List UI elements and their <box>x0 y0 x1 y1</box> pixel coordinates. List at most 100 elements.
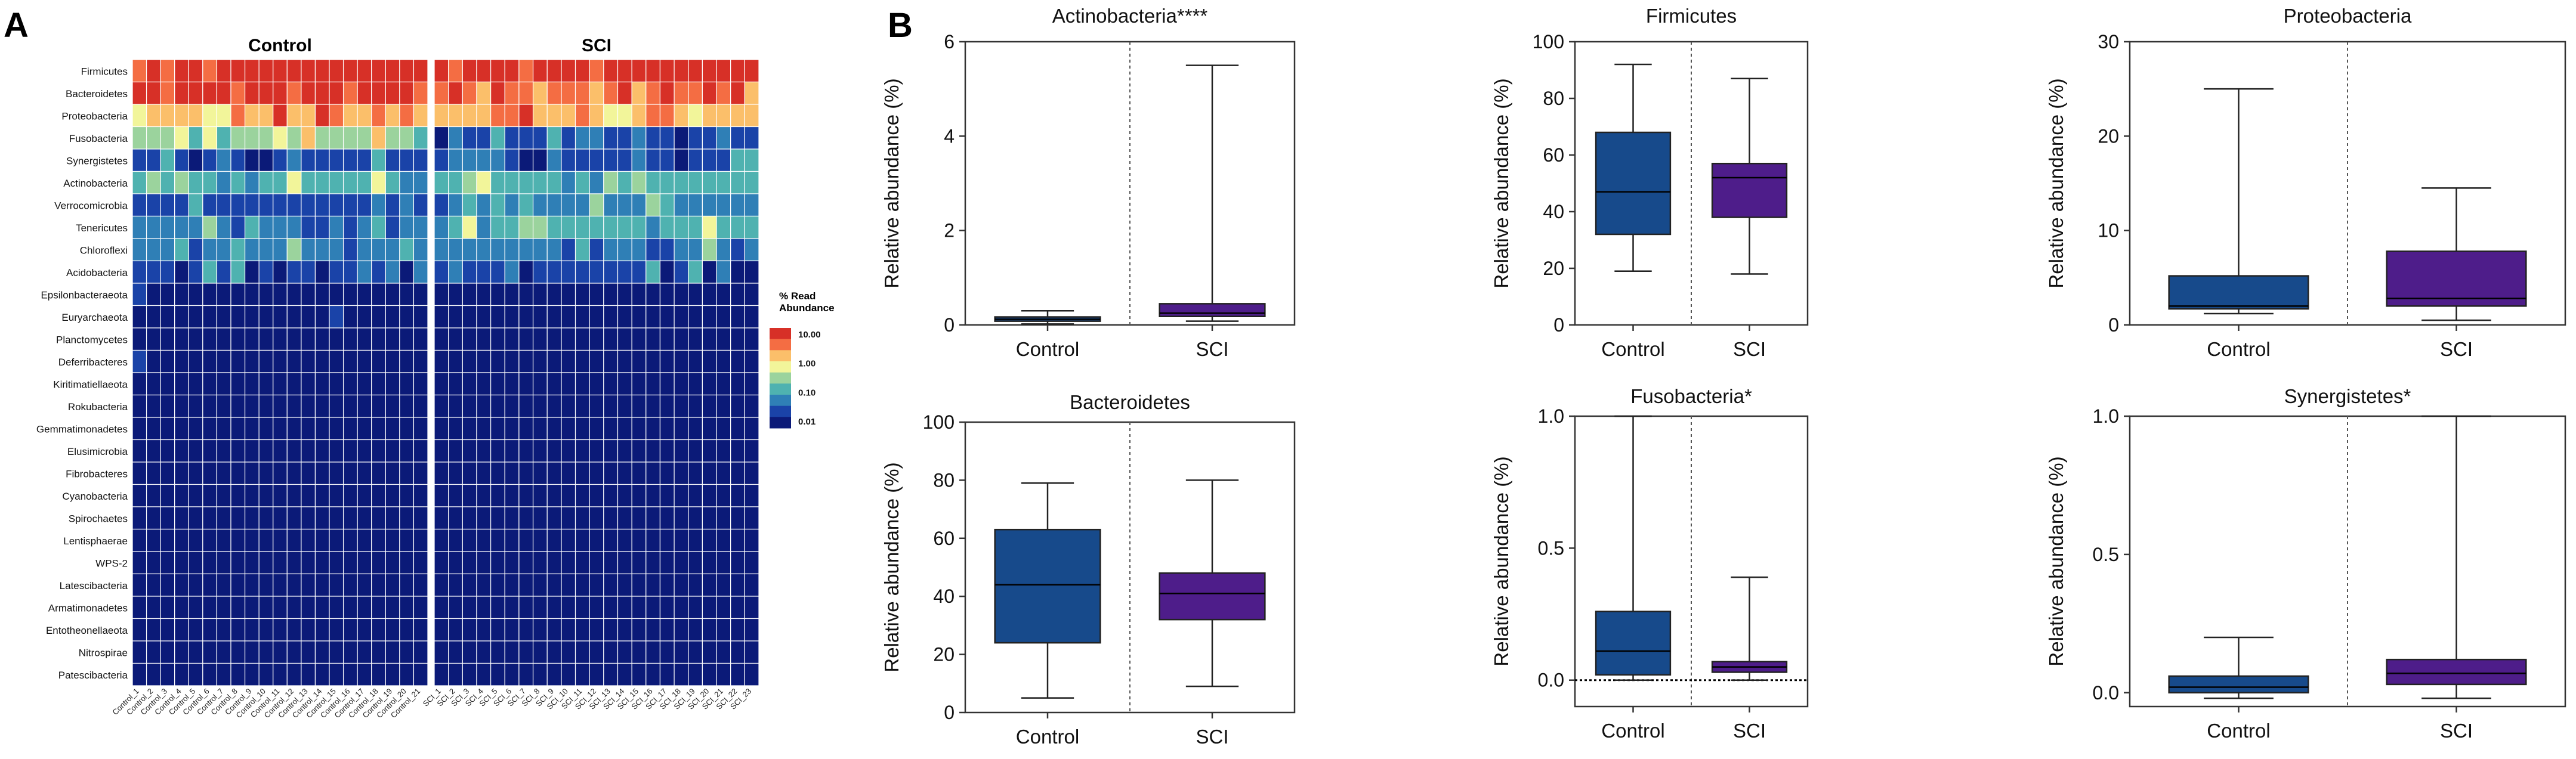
heatmap-cell <box>603 506 619 530</box>
heatmap-cell <box>462 126 477 150</box>
heatmap-cell <box>518 148 534 172</box>
heatmap-cell <box>448 215 463 239</box>
heatmap-cell <box>532 618 548 642</box>
heatmap-cell <box>674 461 689 485</box>
x-tick-label: Control <box>1601 720 1664 742</box>
heatmap-cell <box>645 618 661 642</box>
heatmap-cell <box>216 215 231 239</box>
heatmap-cell <box>174 662 189 686</box>
legend-tick-label: 0.01 <box>798 417 816 427</box>
heatmap-cell <box>286 439 302 463</box>
heatmap-cell <box>462 349 477 373</box>
heatmap-cell <box>286 394 302 418</box>
heatmap-cell <box>744 126 759 150</box>
heatmap-cell <box>216 372 231 396</box>
heatmap-cell <box>561 215 576 239</box>
heatmap-cell <box>286 126 302 150</box>
heatmap-cell <box>314 305 330 329</box>
heatmap-cell <box>434 215 449 239</box>
heatmap-cell <box>286 596 302 619</box>
heatmap-cell <box>589 461 604 485</box>
heatmap-cell <box>702 305 717 329</box>
heatmap-cell <box>399 528 415 552</box>
heatmap-cell <box>286 662 302 686</box>
heatmap-cell <box>399 171 415 194</box>
heatmap-cell <box>314 283 330 306</box>
heatmap-cell <box>574 238 590 262</box>
heatmap-cell <box>132 484 147 507</box>
heatmap-cell <box>730 193 745 217</box>
heatmap-cell <box>132 394 147 418</box>
heatmap-cell <box>504 327 520 351</box>
heatmap-cell <box>462 573 477 597</box>
heatmap-cell <box>603 394 619 418</box>
heatmap-cell <box>546 171 562 194</box>
heatmap-cell <box>518 171 534 194</box>
heatmap-cell <box>490 596 505 619</box>
boxplot-5: Fusobacteria* Relative abundance (%) 0.0 0.… <box>1490 385 1809 742</box>
heatmap-cell <box>716 81 731 105</box>
heatmap-cell <box>744 662 759 686</box>
heatmap-cell <box>230 484 246 507</box>
heatmap-cell <box>448 171 463 194</box>
heatmap-cell <box>603 59 619 83</box>
heatmap-cell <box>546 305 562 329</box>
heatmap-cell <box>202 417 218 441</box>
heatmap-cell <box>659 193 675 217</box>
heatmap-row-label: Euryarchaeota <box>61 312 128 323</box>
heatmap-cell <box>216 640 231 664</box>
heatmap-cell <box>371 662 386 686</box>
heatmap-cell <box>645 417 661 441</box>
heatmap-cell <box>434 59 449 83</box>
heatmap-cell <box>518 260 534 284</box>
heatmap-cell <box>645 551 661 575</box>
heatmap-cell <box>674 193 689 217</box>
heatmap-cell <box>216 551 231 575</box>
heatmap-cell <box>174 439 189 463</box>
heatmap-cell <box>385 238 400 262</box>
heatmap-cell <box>371 528 386 552</box>
heatmap-cell <box>357 81 372 105</box>
heatmap-cell <box>674 305 689 329</box>
heatmap-cell <box>342 215 358 239</box>
heatmap-cell <box>476 283 492 306</box>
heatmap-cell <box>188 394 203 418</box>
heatmap-cell <box>413 349 428 373</box>
heatmap-cell <box>688 260 703 284</box>
heatmap-cell <box>132 260 147 284</box>
heatmap-cell <box>216 81 231 105</box>
heatmap-cell <box>518 596 534 619</box>
heatmap-cell <box>371 283 386 306</box>
heatmap-cell <box>329 439 344 463</box>
heatmap-cell <box>730 171 745 194</box>
heatmap-cell <box>688 238 703 262</box>
box-iqr <box>2168 275 2309 310</box>
heatmap-cell <box>490 305 505 329</box>
heatmap-cell <box>448 484 463 507</box>
heatmap-cell <box>146 327 161 351</box>
heatmap-cell <box>518 506 534 530</box>
heatmap-cell <box>413 238 428 262</box>
heatmap-cell <box>357 104 372 128</box>
heatmap-cell <box>314 640 330 664</box>
heatmap-cell <box>244 81 260 105</box>
heatmap-cell <box>645 171 661 194</box>
heatmap-cell <box>273 59 288 83</box>
heatmap-cell <box>702 484 717 507</box>
heatmap-cell <box>659 349 675 373</box>
heatmap-cell <box>434 305 449 329</box>
heatmap-cell <box>730 126 745 150</box>
legend-title: Abundance <box>779 302 835 314</box>
heatmap-cell <box>716 551 731 575</box>
heatmap-cell <box>645 327 661 351</box>
heatmap-cell <box>399 417 415 441</box>
heatmap-cell <box>476 439 492 463</box>
heatmap-cell <box>342 148 358 172</box>
heatmap-cell <box>716 596 731 619</box>
y-axis-label: Relative abundance (%) <box>2045 456 2067 666</box>
heatmap-cell <box>659 596 675 619</box>
heatmap-cell <box>399 372 415 396</box>
heatmap-cell <box>399 506 415 530</box>
heatmap-cell <box>371 618 386 642</box>
heatmap-cell <box>574 640 590 664</box>
